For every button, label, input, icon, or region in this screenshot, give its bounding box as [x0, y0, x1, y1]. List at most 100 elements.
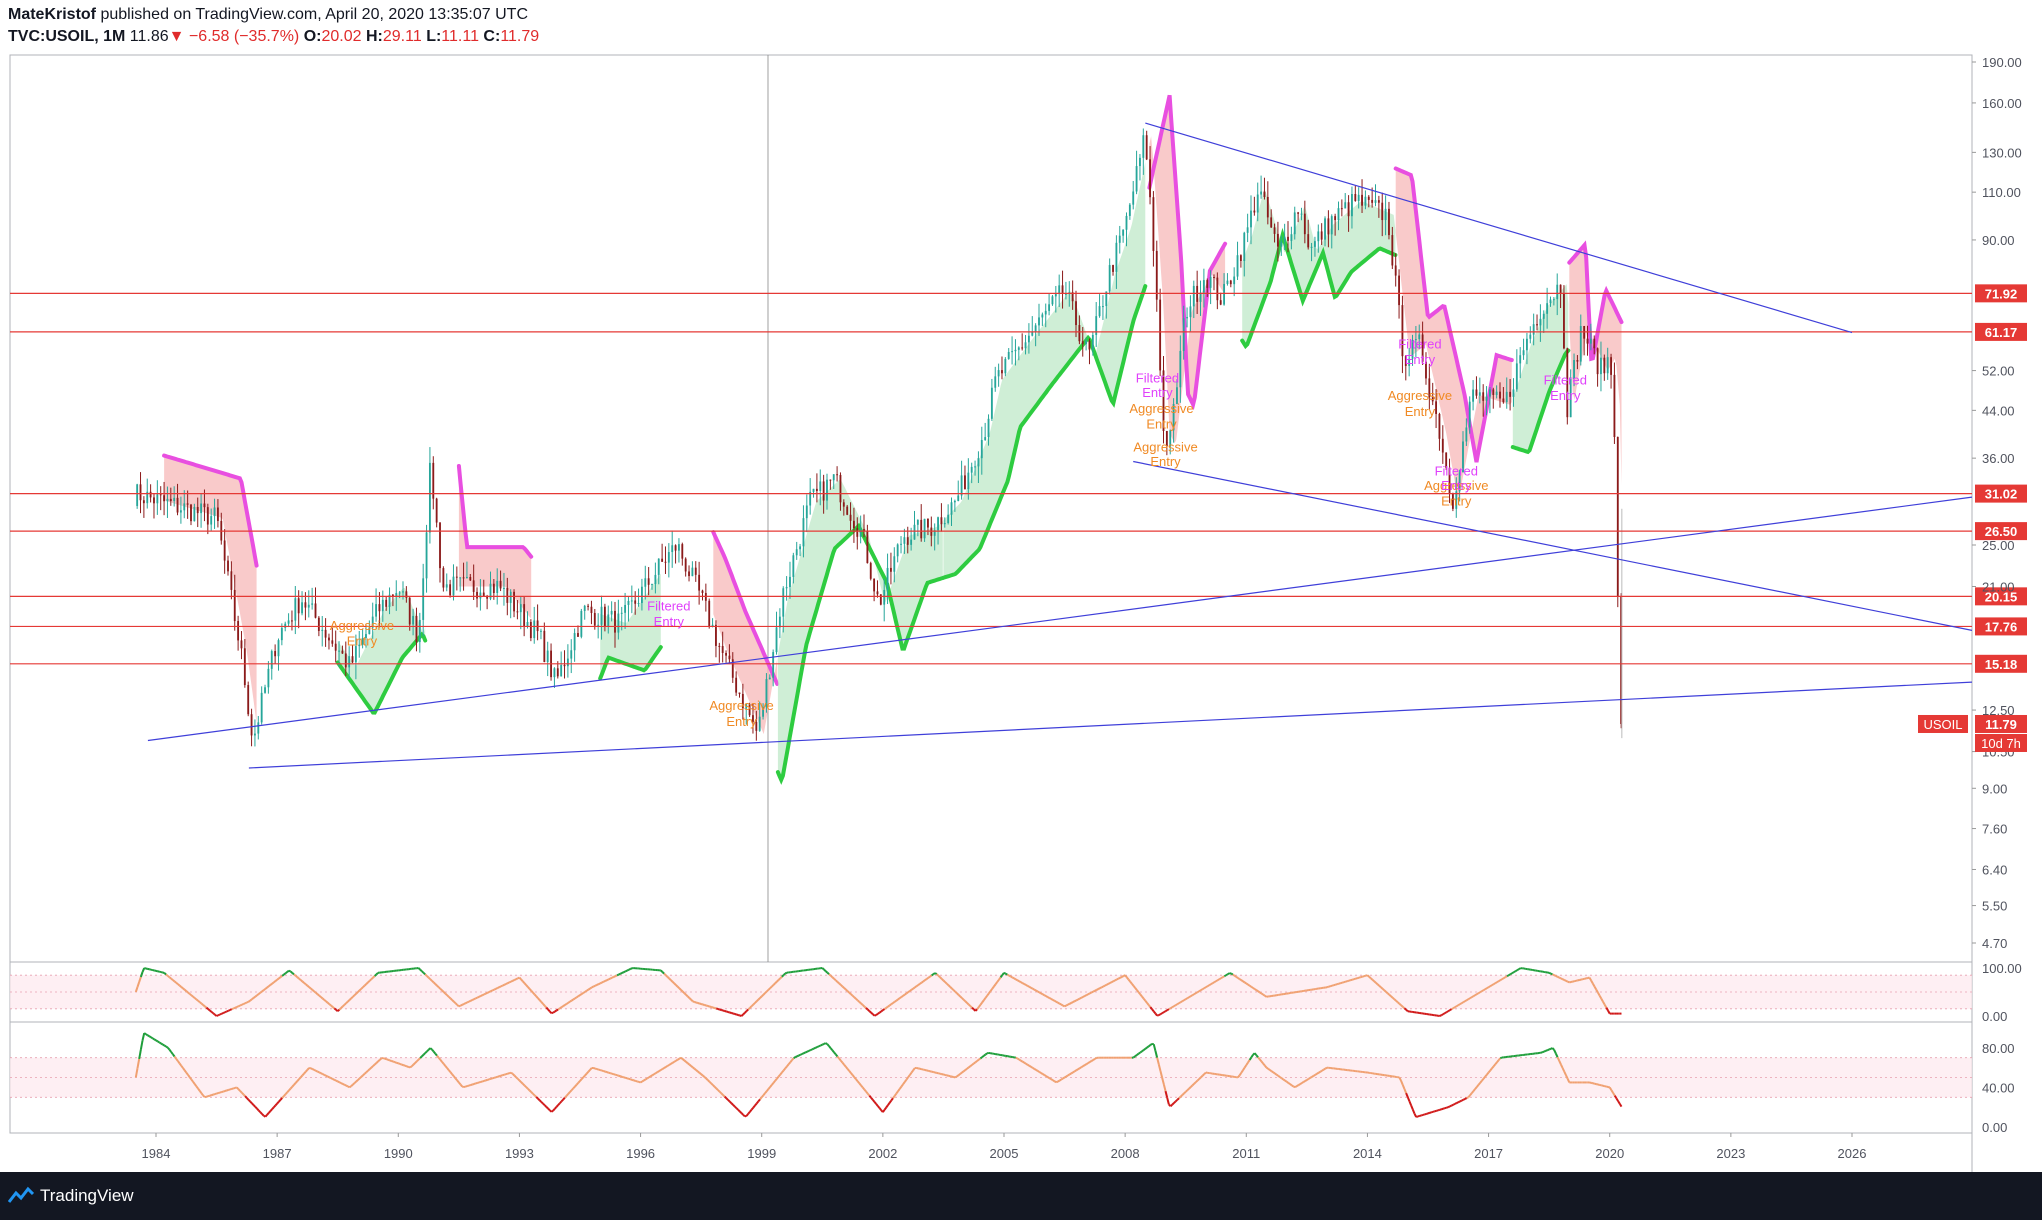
oscillator-line	[1168, 1007, 1172, 1011]
oscillator-line	[641, 1079, 645, 1083]
candle-body	[1603, 357, 1606, 374]
oscillator-line	[688, 997, 692, 1001]
candle-body	[280, 627, 283, 641]
oscillator-line	[878, 1010, 882, 1014]
oscillator-line	[158, 1041, 162, 1045]
oscillator-line	[730, 1102, 734, 1106]
publisher-name[interactable]: MateKristof	[8, 6, 97, 23]
oscillator-line	[966, 1002, 970, 1006]
tradingview-logo-icon[interactable]	[8, 1184, 34, 1206]
level-price-tag	[1975, 617, 2027, 636]
oscillator-line	[1385, 990, 1389, 994]
oscillator-line	[1383, 989, 1387, 993]
candle-body	[254, 733, 256, 736]
oscillator-line	[476, 995, 480, 999]
oscillator-line	[1491, 983, 1495, 987]
oscillator-line	[1489, 1067, 1493, 1072]
oscillator-line	[683, 992, 687, 996]
oscillator-line	[1447, 1105, 1451, 1109]
symbol-label[interactable]: TVC:USOIL, 1M	[8, 28, 126, 45]
candle-body	[681, 544, 684, 559]
oscillator-line	[315, 1069, 318, 1073]
oscillator-line	[269, 982, 273, 986]
oscillator-line	[1257, 990, 1261, 994]
candle-body	[1139, 157, 1141, 167]
oscillator-line	[1340, 981, 1343, 985]
candle-body	[1179, 350, 1182, 388]
oscillator-line	[1101, 985, 1104, 989]
oscillator-line	[258, 991, 261, 995]
candle-body	[910, 539, 913, 545]
candle-body	[354, 646, 357, 663]
oscillator-line	[244, 1001, 248, 1005]
indicator-cloud	[1569, 245, 1622, 485]
oscillator-line	[1042, 1073, 1045, 1076]
oscillator-line	[305, 1069, 309, 1073]
oscillator-line	[1148, 1044, 1151, 1048]
oscillator-line	[1431, 1110, 1434, 1114]
oscillator-line	[1242, 1067, 1246, 1071]
y-tick-label: 4.70	[1982, 936, 2007, 951]
oscillator-line	[1456, 1004, 1459, 1008]
oscillator-line	[825, 1042, 828, 1045]
oscillator-line	[1250, 985, 1254, 989]
trend-band-line	[711, 530, 780, 686]
price-axis[interactable]: 190.00160.00130.00110.0090.0052.0044.003…	[1918, 55, 2027, 951]
brand-name[interactable]: TradingView	[40, 1186, 134, 1205]
oscillator-line	[1141, 1049, 1145, 1053]
candle-body	[597, 624, 600, 626]
oscillator-line	[1600, 998, 1604, 1003]
low-value: 11.11	[441, 28, 479, 45]
signal-label: Filtered	[1398, 337, 1441, 352]
candle-body	[1482, 392, 1485, 401]
oscillator-line	[863, 1005, 867, 1009]
x-tick-label: 2014	[1353, 1146, 1382, 1161]
candle-body	[179, 510, 182, 513]
oscillator-line	[721, 1009, 724, 1012]
oscillator-line	[330, 1004, 334, 1008]
trend-band-line	[598, 645, 663, 681]
time-axis[interactable]: 1984 1987 1990 1993 1996 1999 2002 2005 2008 2011…	[142, 1133, 1867, 1161]
current-price-label: 11.79	[1985, 717, 2017, 732]
oscillator-line	[1504, 975, 1508, 979]
oscillator-line	[327, 1075, 330, 1079]
candle-body	[953, 500, 956, 503]
oscillator-line	[1476, 992, 1479, 996]
oscillator-line	[300, 979, 304, 983]
oscillator-line	[1415, 1115, 1419, 1118]
oscillator-line	[224, 1010, 228, 1014]
oscillator-line	[1565, 1074, 1569, 1080]
oscillator-line	[1048, 997, 1052, 1000]
oscillator-line	[1188, 995, 1192, 999]
candle-body	[1280, 241, 1283, 247]
oscillator-pane-1[interactable]: 100.000.00	[10, 961, 2022, 1024]
oscillator-line	[472, 1083, 475, 1086]
oscillator-line	[200, 1092, 204, 1097]
oscillator-line	[1075, 998, 1079, 1002]
oscillator-line	[231, 1087, 234, 1090]
oscillator-line	[233, 1086, 236, 1090]
oscillator-line	[1470, 1090, 1475, 1094]
oscillator-line	[685, 994, 689, 998]
candle-body	[1266, 196, 1269, 218]
candle-body	[301, 602, 303, 614]
oscillator-line	[628, 1077, 631, 1081]
oscillator-line	[533, 1094, 537, 1098]
oscillator-line	[653, 1072, 657, 1076]
candle-body	[260, 692, 263, 723]
trendlines[interactable]	[147, 122, 1973, 769]
candle-body	[694, 567, 697, 575]
oscillator-line	[1402, 1005, 1406, 1009]
oscillator-line	[591, 985, 594, 989]
oscillator-line	[198, 1090, 203, 1094]
level-price-tag	[1975, 654, 2027, 673]
oscillator-line	[589, 986, 593, 990]
oscillator-line	[1497, 1057, 1502, 1061]
oscillator-line	[1201, 1073, 1205, 1077]
oscillator-line	[1152, 1043, 1157, 1052]
oscillator-line	[693, 1067, 697, 1071]
oscillator-line	[860, 1084, 864, 1089]
